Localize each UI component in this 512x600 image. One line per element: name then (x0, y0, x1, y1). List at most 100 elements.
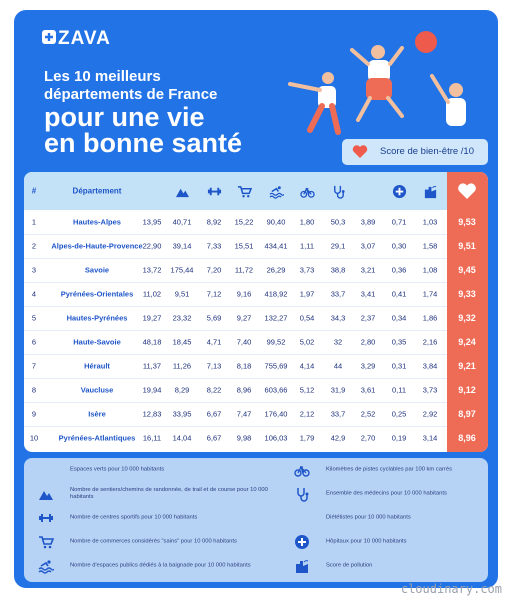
cell-value: 9,16 (236, 289, 252, 299)
cell-value: 33,7 (330, 289, 346, 299)
cell-value: 39,14 (172, 241, 192, 251)
cell-value: 12,83 (142, 409, 162, 419)
cell-value: 3,14 (422, 433, 438, 443)
department: Hautes-Pyrénées (66, 313, 128, 323)
cell-value: 42,9 (330, 433, 346, 443)
score: 9,24 (458, 337, 476, 347)
cell-value: 176,40 (264, 409, 288, 419)
cell-value: 5,12 (299, 385, 315, 395)
legend-icon (297, 488, 309, 502)
row-separator (24, 378, 447, 379)
cell-value: 6,67 (206, 409, 222, 419)
legend-text: Nombre d'espaces publics dédiés à la bai… (70, 562, 251, 569)
cell-value: 2,12 (299, 409, 315, 419)
legend-text: Espaces verts pour 10 000 habitants (70, 466, 165, 473)
department: Pyrénées-Atlantiques (58, 433, 136, 443)
headline: en bonne santé (44, 128, 243, 158)
cell-value: 1,97 (299, 289, 315, 299)
legend-text: Ensemble des médecins pour 10 000 habita… (326, 490, 447, 497)
cell-value: 0,54 (299, 313, 315, 323)
cell-value: 1,08 (422, 265, 438, 275)
cell-value: 7,47 (236, 409, 252, 419)
score: 9,32 (458, 313, 476, 323)
title: Les 10 meilleurs (44, 68, 161, 85)
column-icon (175, 188, 189, 197)
department: Alpes-de-Haute-Provence (51, 241, 143, 251)
score-column (447, 172, 488, 452)
cell-value: 0,36 (391, 265, 407, 275)
cell-value: 5,69 (206, 313, 222, 323)
cell-value: 3,41 (360, 289, 376, 299)
cell-value: 99,52 (266, 337, 286, 347)
cell-value: 0,31 (391, 361, 407, 371)
legend-icon (38, 560, 54, 574)
cell-value: 2,92 (422, 409, 438, 419)
cell-value: 4,71 (206, 337, 222, 347)
cell-value: 1,80 (299, 217, 315, 227)
cell-value: 3,84 (422, 361, 438, 371)
cell-value: 11,26 (172, 361, 192, 371)
score-label: Score de bien-être /10 (380, 146, 475, 157)
cell-value: 0,35 (391, 337, 407, 347)
cell-value: 9,27 (236, 313, 252, 323)
cell-value: 11,02 (142, 289, 162, 299)
cell-value: 33,7 (330, 409, 346, 419)
logo-icon (42, 30, 56, 44)
cell-value: 3,73 (422, 385, 438, 395)
cell-value: 1,03 (422, 217, 438, 227)
cell-value: 7,20 (206, 265, 222, 275)
row-separator (24, 330, 447, 331)
legend-text: Nombre de commerces considérés "sains" p… (70, 538, 237, 545)
department: Vaucluse (80, 385, 114, 395)
cell-value: 3,07 (360, 241, 376, 251)
legend-icon (39, 514, 53, 522)
cell-value: 1,74 (422, 289, 438, 299)
cell-value: 19,94 (142, 385, 162, 395)
cell-value: 0,41 (391, 289, 407, 299)
rank: 3 (31, 265, 37, 275)
illustration (288, 31, 466, 135)
rank: 1 (31, 217, 37, 227)
cell-value: 1,86 (422, 313, 438, 323)
cell-value: 3,73 (299, 265, 315, 275)
cell-value: 0,34 (391, 313, 407, 323)
cell-value: 1,79 (299, 433, 315, 443)
score: 9,53 (458, 217, 476, 227)
column-header: # (31, 186, 37, 196)
legend-text: Diététistes pour 10 000 habitants (326, 514, 411, 521)
legend (24, 458, 488, 582)
column-icon (269, 185, 284, 199)
score-badge (342, 139, 488, 165)
column-icon (207, 187, 221, 195)
cell-value: 48,18 (142, 337, 162, 347)
cell-value: 603,66 (264, 385, 288, 395)
cell-value: 0,71 (391, 217, 407, 227)
cell-value: 2,37 (360, 313, 376, 323)
column-icon (424, 185, 436, 198)
cell-value: 1,11 (299, 241, 315, 251)
rank: 4 (31, 289, 37, 299)
cell-value: 15,51 (234, 241, 254, 251)
cell-value: 0,30 (391, 241, 407, 251)
logo: ZAVA (58, 28, 111, 49)
cell-value: 434,41 (264, 241, 288, 251)
cell-value: 3,29 (360, 361, 376, 371)
rank: 10 (29, 433, 39, 443)
rank: 7 (31, 361, 37, 371)
cell-value: 22,90 (142, 241, 162, 251)
department: Isère (88, 409, 106, 419)
department: Pyrénées-Orientales (60, 289, 134, 299)
cell-value: 3,21 (360, 265, 376, 275)
cell-value: 9,98 (236, 433, 252, 443)
legend-text: Nombre de centres sportifs pour 10 000 h… (70, 514, 198, 521)
legend-icon (296, 560, 309, 573)
watermark: cloudinary.com (400, 582, 502, 596)
cell-value: 40,71 (172, 217, 192, 227)
legend-icon (294, 510, 310, 526)
cell-value: 0,11 (391, 385, 407, 395)
cell-value: 38,8 (330, 265, 346, 275)
department: Haute-Savoie (73, 337, 121, 347)
headline: pour une vie (44, 102, 205, 132)
row-separator (24, 258, 447, 259)
